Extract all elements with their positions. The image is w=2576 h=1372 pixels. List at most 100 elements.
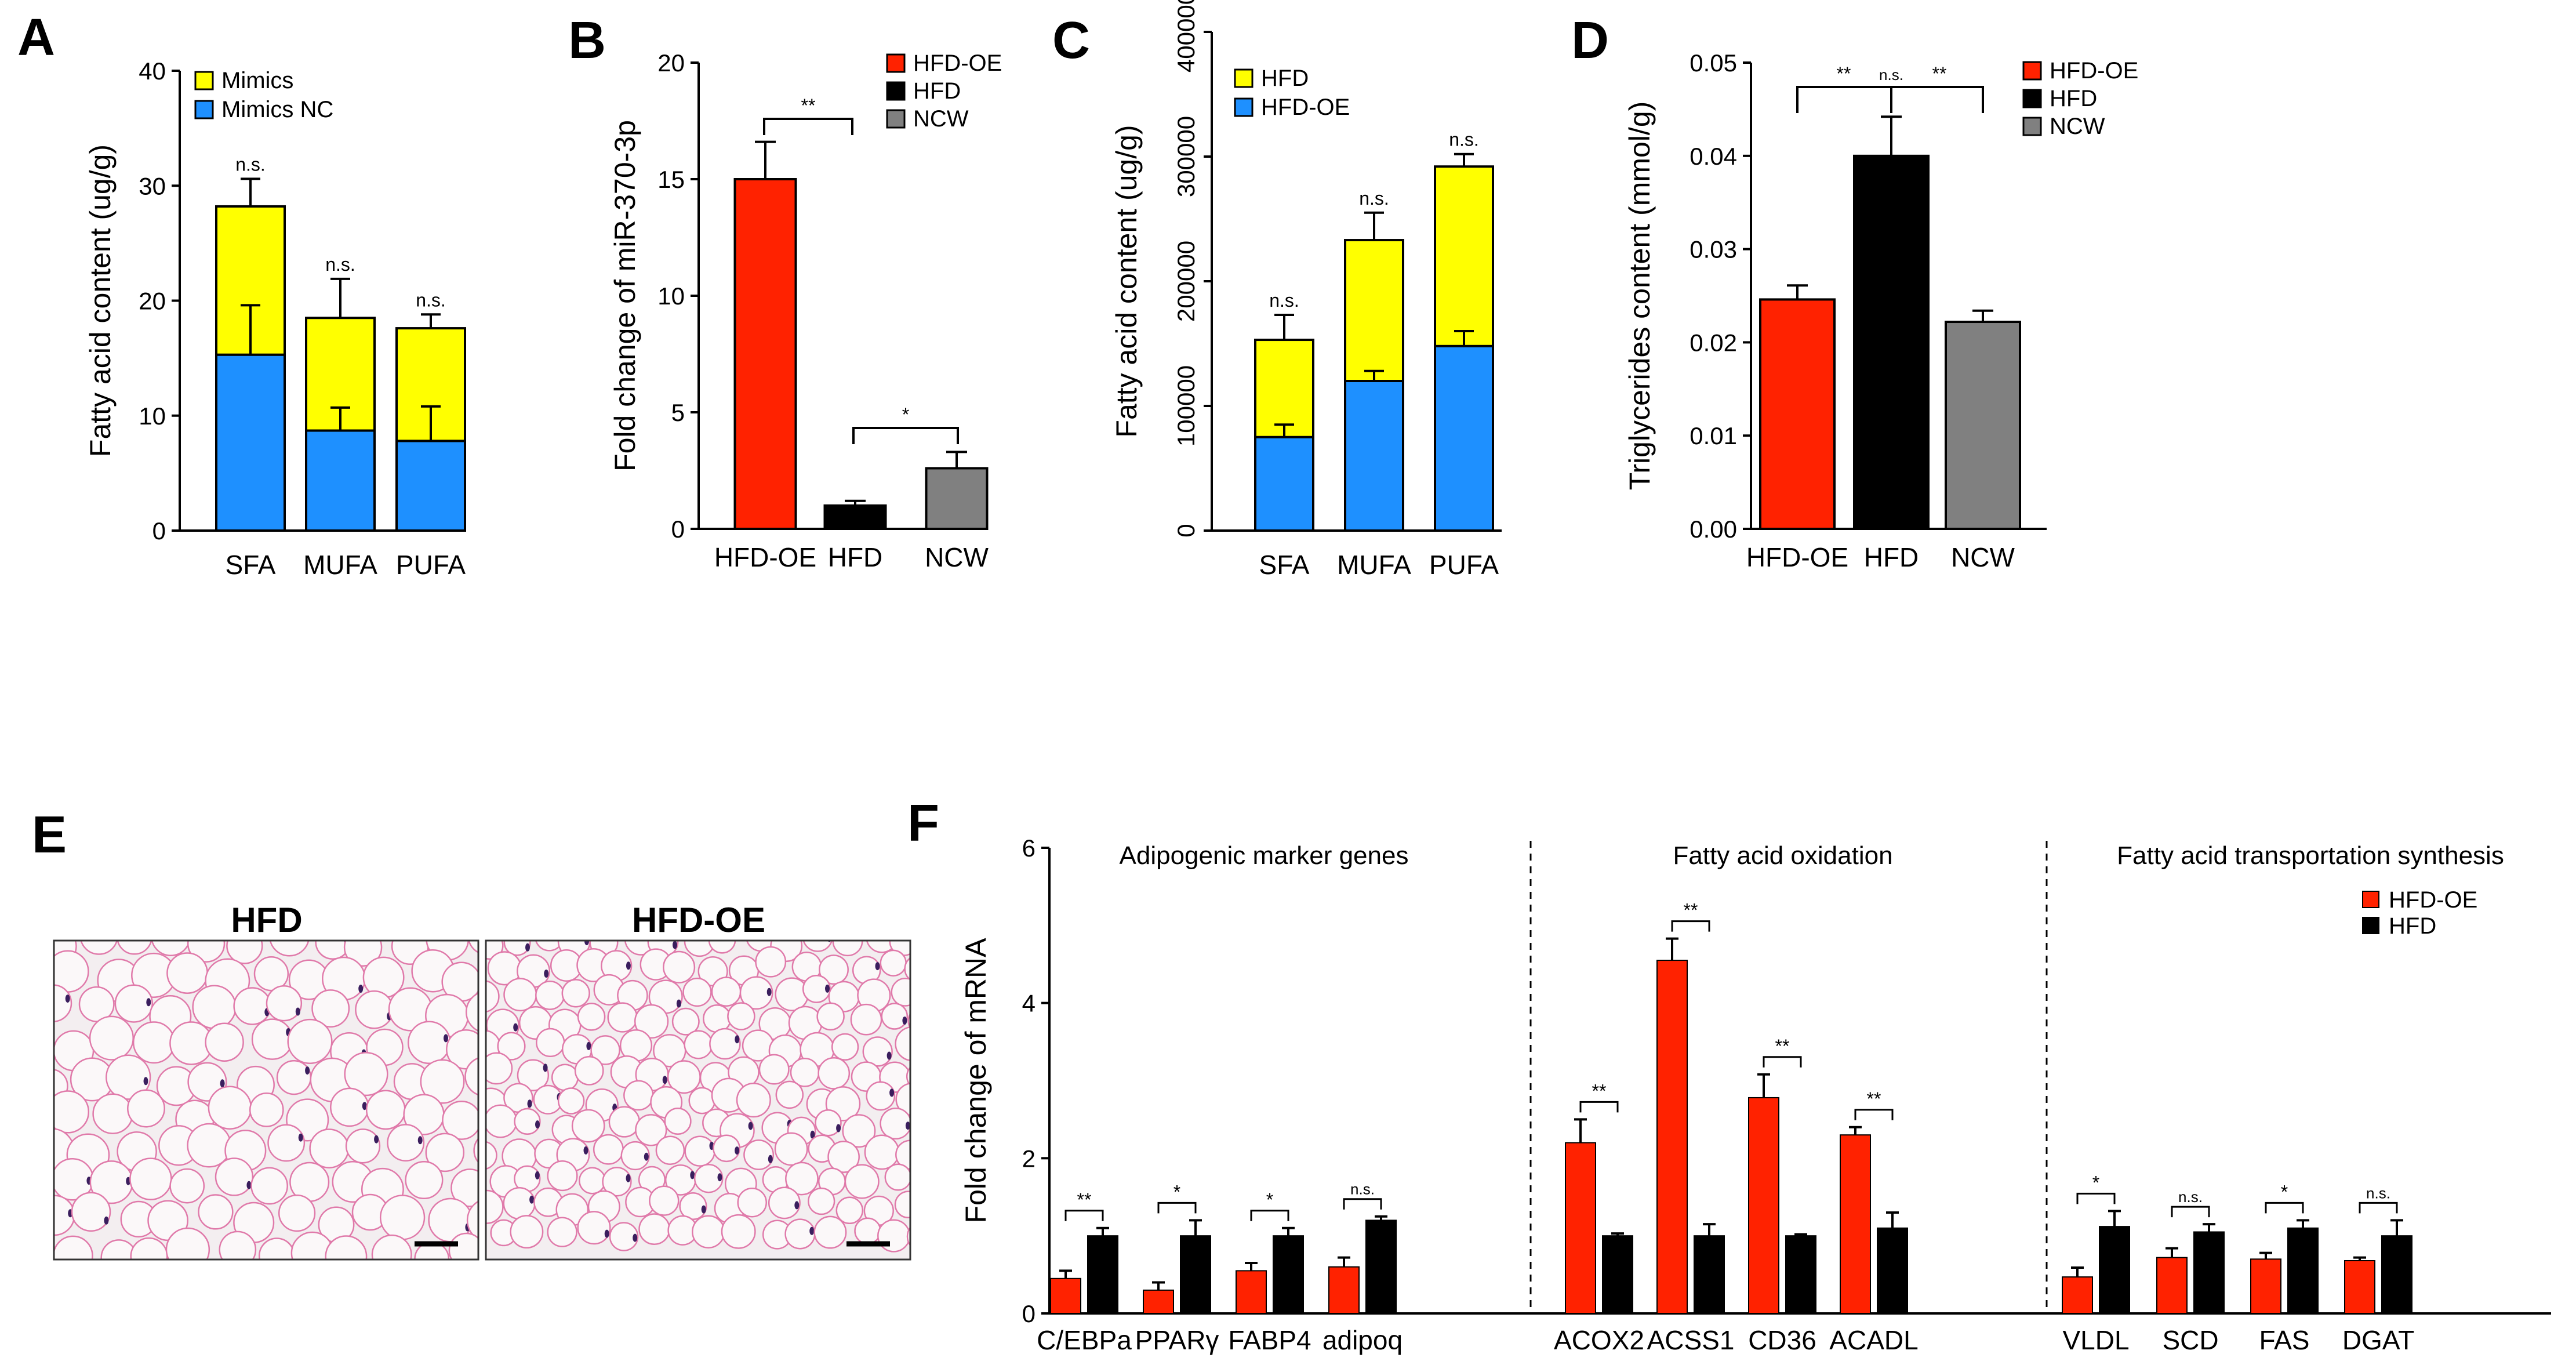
bar-hfd-oe (1434, 344, 1494, 532)
significance-label: ** (1775, 1036, 1790, 1057)
bar-hfd-oe (733, 178, 797, 530)
bar-hfd-oe (2250, 1258, 2281, 1314)
significance-label: n.s. (1359, 188, 1389, 209)
adipocyte (92, 1093, 133, 1134)
histology-frame-hfd-oe (485, 939, 911, 1261)
adipocyte (226, 941, 263, 964)
y-axis-label: Fatty acid content (ug/g) (1110, 125, 1143, 437)
nucleus (295, 1007, 300, 1016)
x-tick-label: adipoq (1322, 1325, 1403, 1355)
adipocyte (198, 1194, 234, 1230)
adipocyte (497, 1032, 526, 1061)
adipocyte (344, 1052, 388, 1097)
nucleus (544, 970, 549, 978)
adipocyte (486, 1104, 518, 1138)
adipocyte (768, 1186, 801, 1219)
significance-label: ** (1077, 1189, 1092, 1210)
legend-label: HFD-OE (1261, 95, 1350, 120)
significance-bracket (2359, 1202, 2398, 1214)
y-tick-label: 10 (657, 282, 685, 310)
adipocyte (737, 1187, 767, 1218)
x-tick-label: MUFA (303, 550, 377, 580)
nucleus (535, 1171, 540, 1179)
x-tick-label: PPARγ (1135, 1325, 1219, 1355)
bar-hfd-oe (1236, 1270, 1267, 1314)
adipocyte (269, 941, 310, 957)
bar-hfd (823, 504, 887, 530)
adipocyte (54, 984, 72, 1022)
legend-swatch (194, 100, 214, 119)
adipocyte (253, 956, 289, 992)
bar-ncw (925, 467, 989, 530)
adipocyte (535, 941, 564, 952)
nucleus (143, 1077, 148, 1086)
adipocyte (579, 1167, 606, 1195)
nucleus (527, 1099, 532, 1108)
adipocyte (884, 1163, 910, 1191)
bar-hfd-oe (1050, 1277, 1081, 1314)
adipocyte (127, 1089, 165, 1128)
nucleus (676, 999, 681, 1008)
adipocyte (486, 980, 500, 1013)
adipocyte (345, 1128, 381, 1164)
significance-label: ** (1932, 63, 1947, 84)
adipocyte (486, 1141, 497, 1170)
x-tick-label: C/EBPa (1037, 1325, 1132, 1355)
legend-swatch (1234, 97, 1254, 117)
adipocyte (117, 941, 152, 955)
adipocyte (866, 1081, 896, 1111)
significance-label: n.s. (1879, 66, 1903, 84)
adipocyte (287, 1018, 333, 1064)
y-tick-label: 20 (139, 288, 166, 315)
y-tick-label: 0.00 (1690, 516, 1737, 543)
x-tick-label: HFD (828, 542, 883, 572)
y-tick-label: 2 (1022, 1145, 1036, 1172)
bar-hfd (1694, 1235, 1725, 1315)
legend-label: NCW (2050, 114, 2105, 139)
y-tick-label: 0.04 (1690, 143, 1737, 170)
nucleus (673, 941, 677, 949)
significance-bracket (1854, 1109, 1894, 1120)
adipocyte (258, 1237, 295, 1260)
significance-label: n.s. (1449, 129, 1479, 150)
adipocyte (736, 1083, 771, 1118)
adipocyte (557, 1087, 585, 1115)
nucleus (922, 1088, 927, 1097)
y-tick-label: 0 (1022, 1300, 1036, 1327)
y-axis-label: Fold change of miR-370-3p (609, 120, 641, 471)
nucleus (690, 1171, 695, 1179)
adipocyte (713, 1134, 740, 1163)
nucleus (444, 1034, 448, 1043)
panel-label-e: E (32, 806, 67, 864)
adipocyte (638, 1213, 670, 1245)
adipocyte (684, 1030, 713, 1059)
bar-hfd-oe (1143, 1289, 1174, 1315)
x-tick-label: DGAT (2342, 1325, 2414, 1355)
adipocyte (165, 1227, 210, 1260)
legend-swatch (2362, 917, 2379, 934)
significance-bracket (1064, 1210, 1104, 1221)
adipocyte (709, 1028, 741, 1060)
adipocyte (842, 1114, 876, 1148)
bar-hfd-oe (2062, 1276, 2093, 1315)
adipocyte (267, 1124, 306, 1162)
y-tick-label: 20 (657, 49, 685, 77)
significance-bracket (1250, 1210, 1289, 1221)
nucleus (626, 961, 631, 970)
adipocyte (684, 1135, 715, 1167)
x-tick-label: HFD (1864, 542, 1919, 572)
adipocyte (325, 1235, 368, 1260)
significance-label: * (902, 404, 909, 425)
adipocyte (503, 941, 531, 956)
adipocyte (664, 1107, 692, 1135)
y-tick-label: 6 (1022, 834, 1036, 862)
adipocyte (862, 1036, 893, 1067)
legend-swatch (2022, 89, 2042, 108)
panel-label-a: A (17, 9, 55, 67)
adipocyte (450, 1168, 478, 1207)
adipocyte (486, 1052, 513, 1085)
bar-hfd (1365, 1219, 1397, 1314)
x-tick-label: NCW (925, 542, 989, 572)
nucleus (809, 1226, 815, 1235)
legend-label: NCW (913, 106, 969, 132)
